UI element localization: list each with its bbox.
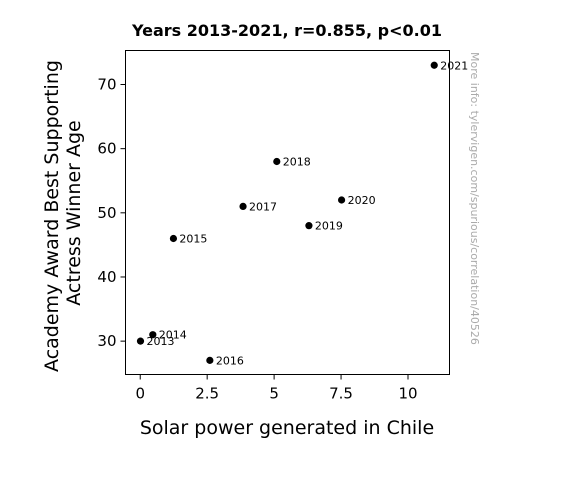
x-tick-label: 5	[269, 385, 279, 403]
data-point-label: 2017	[249, 200, 277, 213]
data-point	[136, 337, 145, 345]
data-point	[305, 222, 313, 230]
y-tick-label: 70	[97, 76, 116, 94]
data-point-label: 2018	[283, 155, 311, 168]
y-tick-label: 60	[97, 140, 116, 158]
data-point-label: 2021	[440, 59, 468, 72]
data-point-label: 2016	[216, 354, 244, 367]
y-axis-label-line-1: Academy Award Best Supporting	[41, 60, 63, 372]
data-point	[337, 196, 346, 204]
chart-title: Years 2013-2021, r=0.855, p<0.01	[131, 21, 442, 40]
data-point	[206, 356, 214, 364]
data-point	[430, 61, 438, 69]
plot-area	[125, 50, 450, 375]
data-point	[273, 157, 281, 166]
y-axis: 30 40 50 60 70	[97, 76, 126, 350]
data-point-label: 2019	[315, 220, 343, 233]
data-point-label: 2015	[179, 232, 207, 245]
y-tick-label: 30	[97, 332, 116, 350]
data-point-label: 2013	[146, 335, 174, 348]
watermark-text: More info: tylervigen.com/spurious/corre…	[468, 52, 481, 345]
x-tick-label: 7.5	[329, 385, 353, 403]
data-point	[239, 202, 247, 211]
y-axis-label: Academy Award Best Supporting Actress Wi…	[41, 54, 85, 372]
x-axis: 0 2.5 5 7.5 10	[135, 374, 418, 403]
x-tick-label: 0	[135, 385, 145, 403]
data-point-label: 2014	[159, 329, 187, 342]
x-tick-label: 2.5	[195, 385, 219, 403]
x-tick-label: 10	[398, 385, 417, 403]
data-point	[169, 234, 178, 243]
data-point-label: 2020	[348, 194, 376, 207]
data-point	[149, 331, 157, 339]
y-tick-label: 40	[97, 268, 116, 286]
x-axis-label: Solar power generated in Chile	[140, 417, 434, 439]
y-tick-label: 50	[97, 204, 116, 222]
y-axis-label-line-2: Actress Winner Age	[63, 120, 85, 306]
